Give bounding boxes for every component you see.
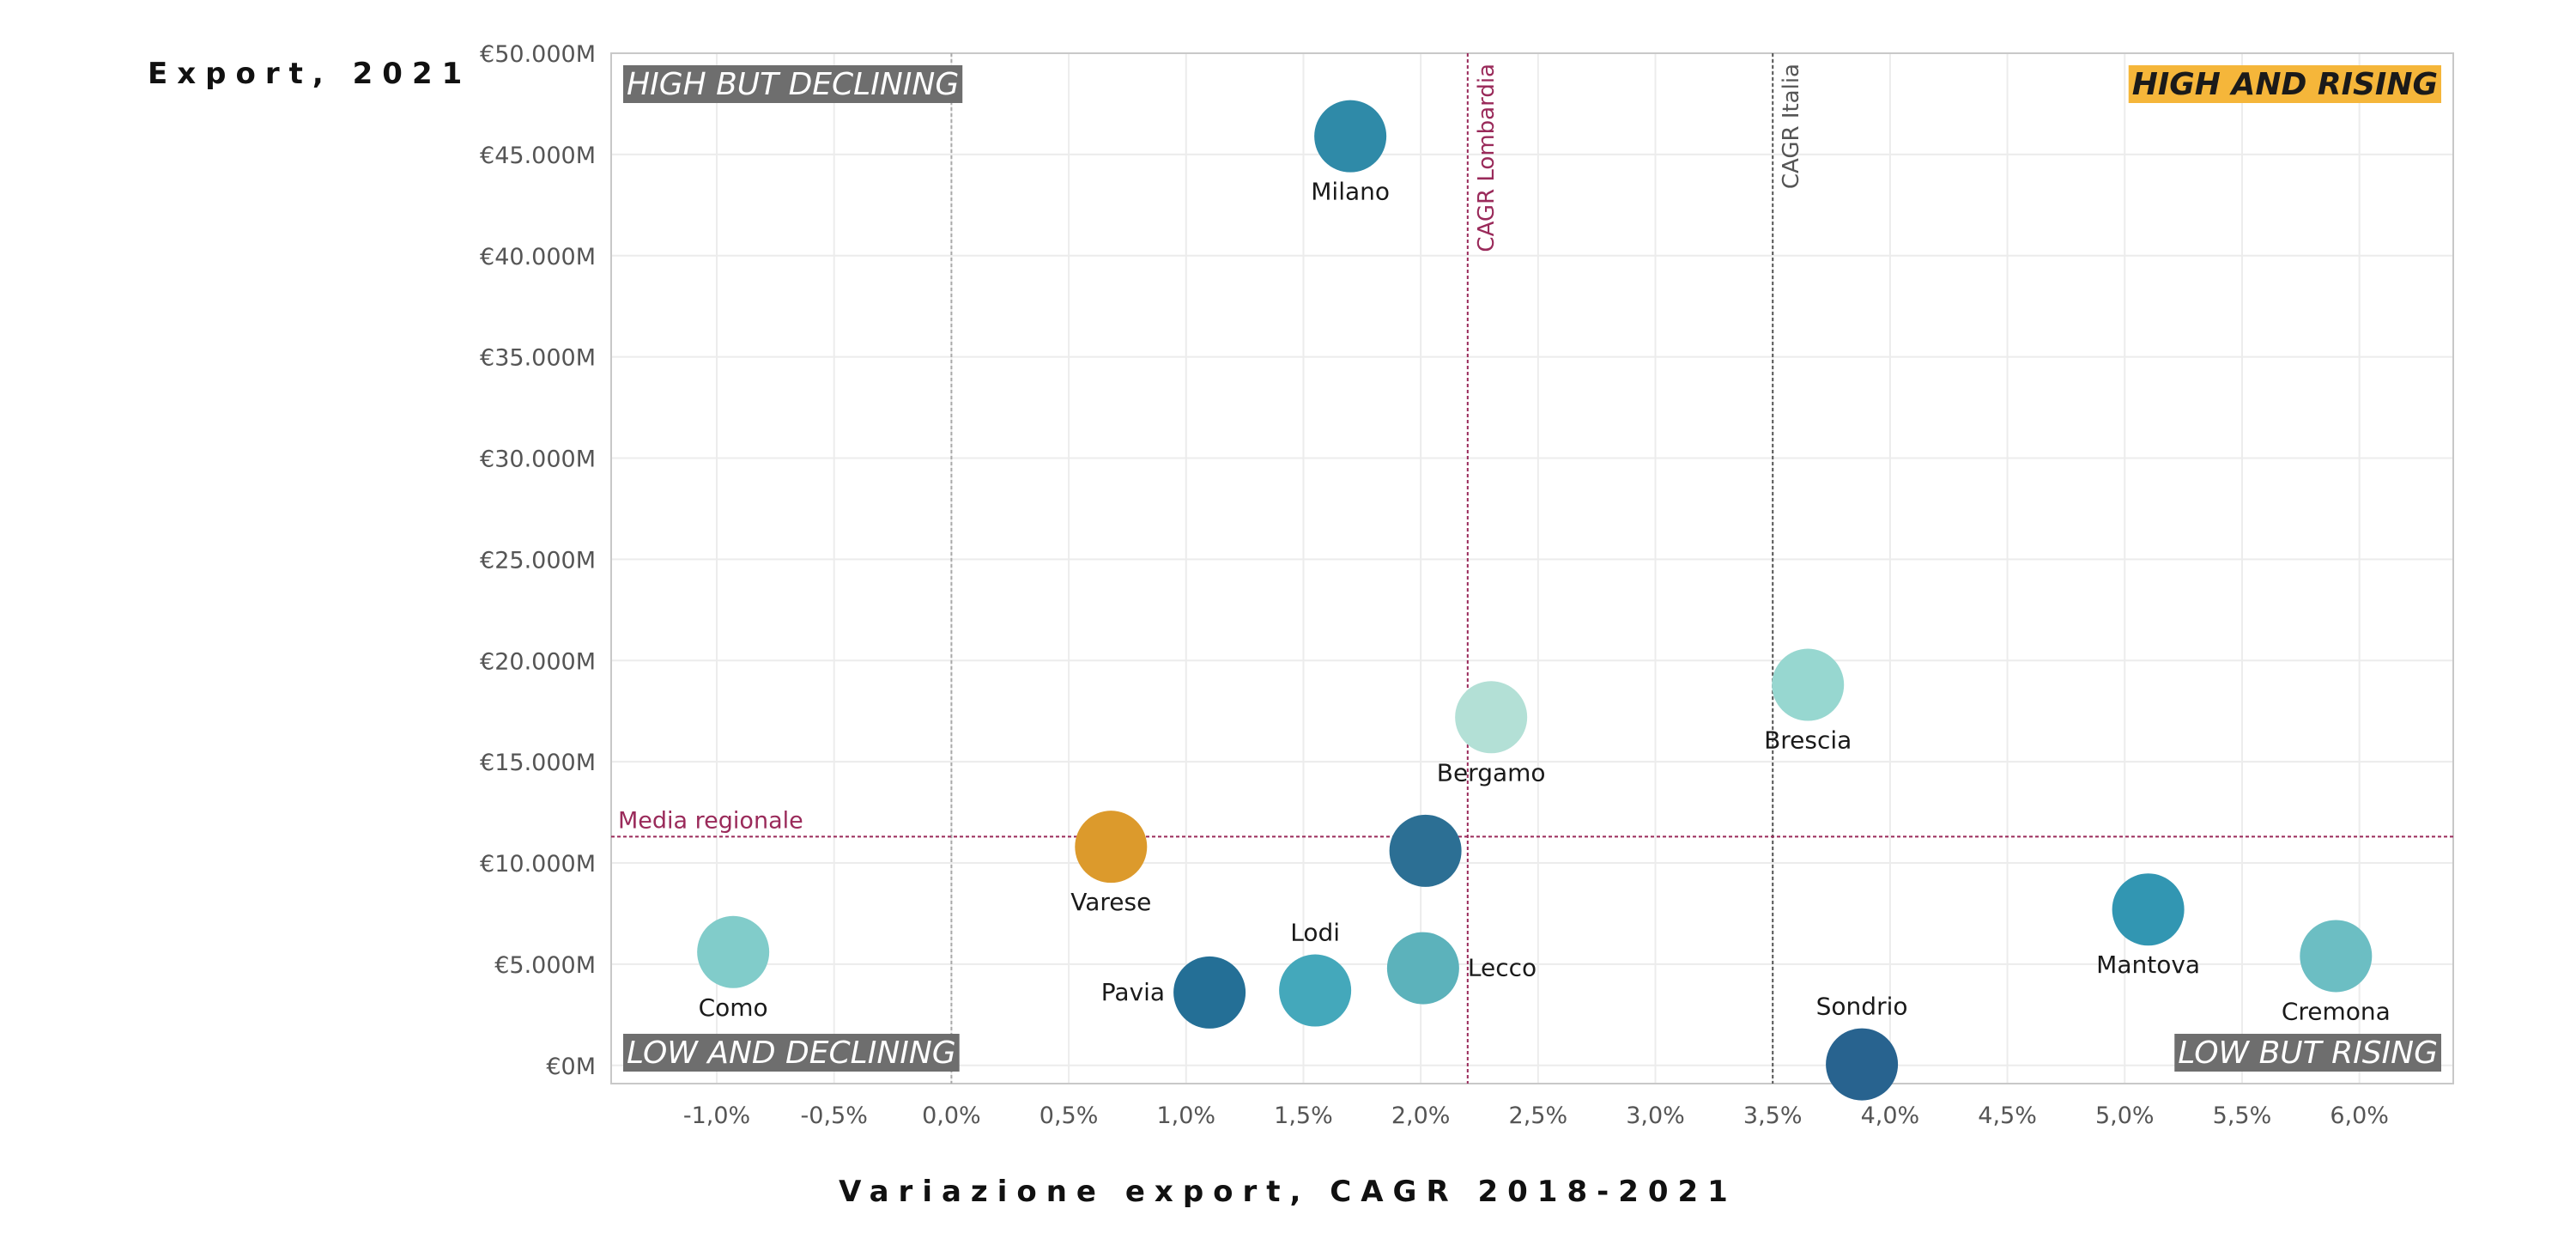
x-tick-label: 2,0%	[1391, 1102, 1451, 1129]
data-point-label: Lecco	[1468, 954, 1537, 982]
plot-frame	[610, 52, 2454, 1084]
data-point-label: Como	[699, 993, 768, 1022]
quadrant-label-text: HIGH AND RISING	[2132, 67, 2438, 102]
reference-line-label: CAGR Lombardia	[1474, 64, 1500, 252]
quadrant-label: LOW AND DECLINING	[623, 1034, 960, 1072]
data-point-label: Varese	[1070, 888, 1151, 916]
x-tick-label: 2,5%	[1509, 1102, 1568, 1129]
point-labels: Milano Bergamo Brescia Varese Como Lodi Pavia L…	[699, 178, 2391, 1026]
data-point-lecco	[1386, 932, 1459, 1005]
y-tick-label: €10.000M	[480, 851, 596, 878]
x-tick-label: 0,5%	[1039, 1102, 1099, 1129]
data-point-mantova	[2112, 873, 2185, 946]
x-tick-label: -0,5%	[801, 1102, 868, 1129]
y-axis-ticks: €0M €5.000M €10.000M €15.000M €20.000M €25.00…	[480, 41, 596, 1080]
data-point-sondrio	[1826, 1028, 1899, 1101]
data-point-pavia	[1173, 956, 1246, 1029]
data-point-lodi	[1279, 954, 1352, 1027]
y-tick-label: €25.000M	[480, 547, 596, 574]
y-tick-label: €45.000M	[480, 143, 596, 169]
y-tick-label: €50.000M	[480, 41, 596, 68]
data-point-label: Mantova	[2096, 951, 2200, 979]
grid	[611, 52, 2453, 1084]
y-tick-label: €35.000M	[480, 345, 596, 372]
data-point-varese	[1075, 811, 1148, 884]
y-tick-label: €40.000M	[480, 244, 596, 270]
x-tick-label: 3,0%	[1626, 1102, 1685, 1129]
quadrant-label-bg	[623, 1034, 960, 1072]
x-axis-ticks: -1,0% -0,5% 0,0% 0,5% 1,0% 1,5% 2,0% 2,5% 3,0% 3,…	[683, 1102, 2389, 1129]
data-points	[697, 100, 2373, 1101]
data-point-bergamo	[1455, 681, 1528, 754]
data-point-label: Lodi	[1290, 919, 1340, 947]
data-point-unlabeled	[1389, 814, 1462, 887]
data-point-label: Bergamo	[1437, 758, 1546, 787]
quadrant-label: HIGH BUT DECLINING	[623, 65, 963, 103]
reference-lines: CAGR Lombardia CAGR Italia Media regionale	[611, 53, 2453, 1084]
reference-line-label: Media regionale	[618, 807, 803, 834]
y-tick-label: €5.000M	[494, 952, 596, 979]
x-tick-label: 4,0%	[1861, 1102, 1920, 1129]
data-point-milano	[1314, 100, 1387, 173]
data-point-brescia	[1772, 648, 1845, 721]
x-tick-label: 3,5%	[1743, 1102, 1803, 1129]
y-axis-title: Export, 2021	[148, 57, 472, 91]
y-tick-label: €0M	[546, 1054, 596, 1080]
quadrant-label-text: LOW BUT RISING	[2178, 1036, 2438, 1071]
x-tick-label: 5,0%	[2095, 1102, 2155, 1129]
quadrant-label-bg	[2174, 1034, 2441, 1072]
x-tick-label: 5,5%	[2213, 1102, 2272, 1129]
y-tick-label: €15.000M	[480, 750, 596, 776]
x-tick-label: 1,0%	[1156, 1102, 1215, 1129]
data-point-como	[697, 915, 770, 988]
data-point-label: Milano	[1311, 178, 1390, 206]
quadrant-label-bg	[623, 65, 963, 103]
y-tick-label: €30.000M	[480, 446, 596, 473]
quadrant-label-text: HIGH BUT DECLINING	[627, 67, 959, 102]
x-axis-title: Variazione export, CAGR 2018-2021	[839, 1175, 1737, 1209]
x-tick-label: 1,5%	[1274, 1102, 1333, 1129]
y-tick-label: €20.000M	[480, 648, 596, 675]
x-tick-label: -1,0%	[683, 1102, 750, 1129]
x-tick-label: 6,0%	[2330, 1102, 2389, 1129]
data-point-label: Brescia	[1764, 726, 1852, 755]
x-tick-label: 0,0%	[922, 1102, 981, 1129]
quadrant-label: HIGH AND RISING	[2128, 65, 2441, 103]
quadrant-label-bg	[2128, 65, 2441, 103]
data-point-label: Cremona	[2282, 997, 2391, 1025]
quadrant-label-text: LOW AND DECLINING	[627, 1036, 956, 1071]
data-point-cremona	[2300, 920, 2373, 993]
x-tick-label: 4,5%	[1978, 1102, 2037, 1129]
quadrant-labels: HIGH BUT DECLINING HIGH AND RISING LOW AND…	[623, 65, 2441, 1072]
reference-line-label: CAGR Italia	[1779, 64, 1804, 189]
data-point-label: Sondrio	[1816, 993, 1908, 1021]
quadrant-label: LOW BUT RISING	[2174, 1034, 2441, 1072]
data-point-label: Pavia	[1101, 978, 1165, 1006]
